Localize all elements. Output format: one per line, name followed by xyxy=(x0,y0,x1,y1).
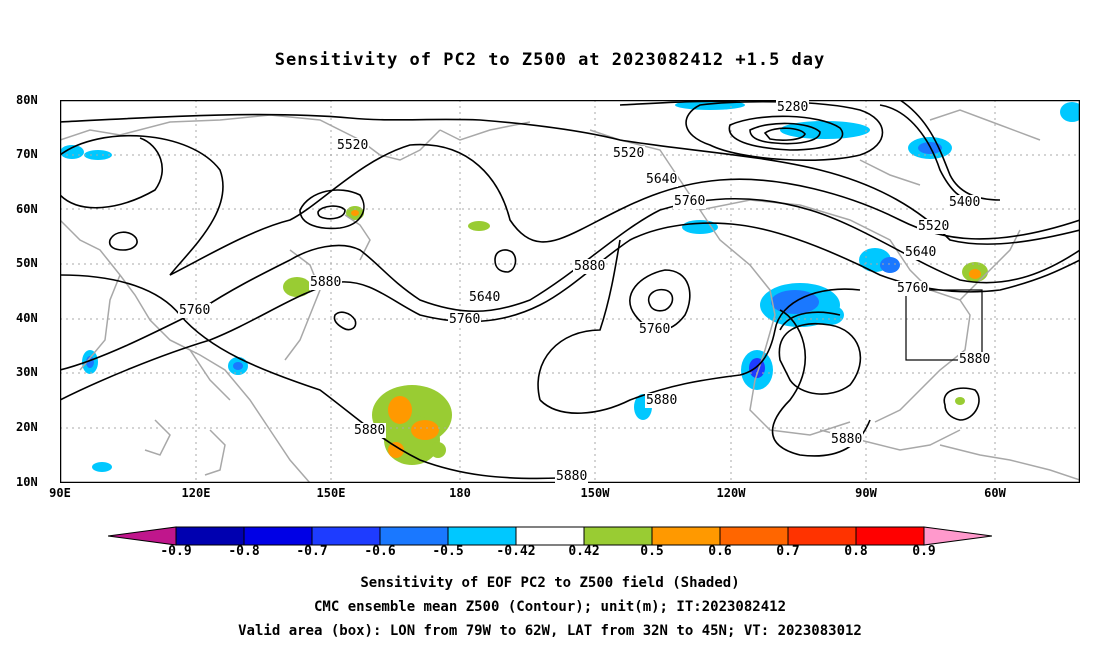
colorbar-cell xyxy=(651,526,721,546)
lon-label-180: 180 xyxy=(449,486,471,500)
contour-label-5880-g: 5880 xyxy=(555,469,589,484)
valid-area-box xyxy=(905,289,983,361)
colorbar-cell xyxy=(379,526,449,546)
lat-label-20n: 20N xyxy=(16,420,38,434)
colorbar-label: -0.7 xyxy=(296,544,328,559)
colorbar-label: -0.8 xyxy=(228,544,260,559)
lon-label-60w: 60W xyxy=(984,486,1006,500)
contour-label-5880-c: 5880 xyxy=(958,352,992,367)
colorbar-label: 0.9 xyxy=(912,544,936,559)
graticule xyxy=(60,100,1080,483)
colorbar-label: 0.8 xyxy=(844,544,868,559)
lat-label-60n: 60N xyxy=(16,202,38,216)
lon-label-120e: 120E xyxy=(181,486,211,500)
map-panel xyxy=(60,100,1080,483)
contour-label-5640-c: 5640 xyxy=(468,290,502,305)
lat-label-80n: 80N xyxy=(16,93,38,107)
colorbar-label: 0.42 xyxy=(568,544,600,559)
colorbar-low-triangle xyxy=(108,526,177,546)
colorbar-cell xyxy=(175,526,245,546)
lat-label-70n: 70N xyxy=(16,147,38,161)
footer-line-3: Valid area (box): LON from 79W to 62W, L… xyxy=(238,623,862,639)
lon-label-90e: 90E xyxy=(49,486,71,500)
contour-label-5760-e: 5760 xyxy=(638,322,672,337)
coastlines xyxy=(60,109,1080,483)
colorbar-cell xyxy=(787,526,857,546)
contour-label-5400: 5400 xyxy=(948,195,982,210)
contour-label-5640-a: 5640 xyxy=(645,172,679,187)
contour-label-5760-d: 5760 xyxy=(178,303,212,318)
contour-label-5880-b: 5880 xyxy=(309,275,343,290)
colorbar-label: 0.6 xyxy=(708,544,732,559)
contour-label-5520-c: 5520 xyxy=(917,219,951,234)
contour-label-5760-b: 5760 xyxy=(896,281,930,296)
colorbar-high-triangle xyxy=(923,526,992,546)
contour-label-5880-d: 5880 xyxy=(645,393,679,408)
contour-label-5880-e: 5880 xyxy=(353,423,387,438)
colorbar xyxy=(108,526,992,546)
lat-label-30n: 30N xyxy=(16,365,38,379)
lon-label-120w: 120W xyxy=(716,486,746,500)
map-title: Sensitivity of PC2 to Z500 at 2023082412… xyxy=(274,50,826,70)
colorbar-label: 0.7 xyxy=(776,544,800,559)
lon-label-150w: 150W xyxy=(580,486,610,500)
colorbar-cell xyxy=(855,526,925,546)
colorbar-label: -0.5 xyxy=(432,544,464,559)
colorbar-cell xyxy=(447,526,517,546)
colorbar-label: -0.9 xyxy=(160,544,192,559)
contour-label-5280: 5280 xyxy=(776,100,810,115)
lon-label-150e: 150E xyxy=(316,486,346,500)
colorbar-cell xyxy=(243,526,313,546)
contour-label-5880-a: 5880 xyxy=(573,259,607,274)
contour-label-5760-c: 5760 xyxy=(448,312,482,327)
footer-line-2: CMC ensemble mean Z500 (Contour); unit(m… xyxy=(313,599,786,615)
colorbar-label: 0.5 xyxy=(640,544,664,559)
contour-label-5760-a: 5760 xyxy=(673,194,707,209)
colorbar-cell xyxy=(583,526,653,546)
contour-label-5880-f: 5880 xyxy=(830,432,864,447)
colorbar-label: -0.6 xyxy=(364,544,396,559)
lat-label-50n: 50N xyxy=(16,256,38,270)
colorbar-label: -0.42 xyxy=(496,544,536,559)
contour-label-5520-a: 5520 xyxy=(336,138,370,153)
footer-line-1: Sensitivity of EOF PC2 to Z500 field (Sh… xyxy=(360,575,740,591)
colorbar-cell xyxy=(515,526,585,546)
lat-label-10n: 10N xyxy=(16,475,38,489)
lat-label-40n: 40N xyxy=(16,311,38,325)
contour-label-5640-b: 5640 xyxy=(904,245,938,260)
colorbar-cell xyxy=(311,526,381,546)
lon-label-90w: 90W xyxy=(855,486,877,500)
colorbar-cell xyxy=(719,526,789,546)
contour-label-5520-b: 5520 xyxy=(612,146,646,161)
